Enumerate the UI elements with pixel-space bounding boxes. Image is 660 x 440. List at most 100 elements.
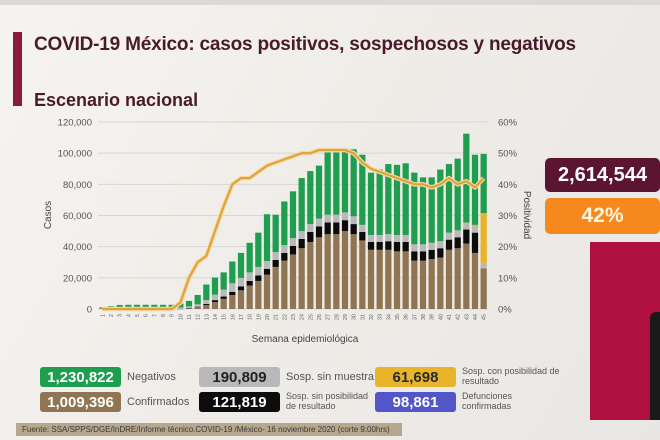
legend-defunciones-label: Defunciones confirmadas xyxy=(462,391,513,411)
bar-segment-sosp-sin-muestra xyxy=(445,232,453,240)
x-tick-label: 26 xyxy=(317,314,323,320)
bar-segment-sosp-sin-muestra xyxy=(454,230,461,238)
bar-segment-confirmados xyxy=(376,249,383,309)
bar-segment-sosp-sin-muestra xyxy=(272,252,279,260)
speaker-silhouette xyxy=(650,312,660,420)
legend-defunciones-value: 98,861 xyxy=(375,392,456,412)
bar-segment-sosp-sin-posibilidad-de-resultado xyxy=(350,224,357,235)
legend-sin-muestra-label: Sosp. sin muestra xyxy=(286,371,375,383)
bar-segment-negativos xyxy=(211,277,219,295)
bar-segment-sosp-sin-muestra xyxy=(411,244,418,252)
bar-segment-sosp-sin-posibilidad-de-resultado xyxy=(307,231,314,242)
bar-segment-confirmados xyxy=(480,268,487,309)
legend-sin-posibilidad-value: 121,819 xyxy=(199,392,280,412)
bar-segment-confirmados xyxy=(211,301,219,309)
bar-segment-sosp-sin-posibilidad-de-resultado xyxy=(367,241,375,250)
x-tick-label: 44 xyxy=(473,314,479,320)
bar-segment-sosp-sin-posibilidad-de-resultado xyxy=(237,286,245,291)
bar-segment-confirmados xyxy=(324,234,331,309)
bar-segment-sosp-sin-posibilidad-de-resultado xyxy=(220,296,227,299)
x-tick-label: 1 xyxy=(100,314,106,317)
x-axis-label: Semana epidemiológica xyxy=(252,334,359,345)
x-tick-label: 42 xyxy=(456,314,462,320)
bar-segment-negativos xyxy=(480,153,487,214)
bar-segment-sosp-sin-posibilidad-de-resultado xyxy=(393,241,401,252)
bar-segment-sosp-sin-muestra xyxy=(393,234,401,242)
bar-segment-sosp-sin-muestra xyxy=(463,222,470,230)
bar-segment-negativos xyxy=(142,304,149,308)
bar-segment-sosp-sin-posibilidad-de-resultado xyxy=(324,222,331,235)
bar-segment-confirmados xyxy=(220,298,227,309)
bar-segment-negativos xyxy=(133,304,141,308)
x-tick-label: 41 xyxy=(447,314,453,320)
x-tick-label: 6 xyxy=(144,314,150,317)
x-tick-label: 36 xyxy=(404,314,410,320)
bar-segment-sosp-sin-posibilidad-de-resultado xyxy=(411,251,418,261)
y-tick-label: 40,000 xyxy=(63,242,92,253)
bar-segment-negativos xyxy=(185,300,193,307)
bar-segment-negativos xyxy=(194,294,201,305)
bar-segment-sosp-sin-muestra xyxy=(211,294,219,301)
bar-segment-confirmados xyxy=(298,248,305,309)
bar-segment-confirmados xyxy=(341,231,349,309)
y-tick-label: 0 xyxy=(87,305,92,316)
bar-segment-negativos xyxy=(168,304,175,308)
bar-segment-negativos xyxy=(203,284,210,301)
bar-segment-confirmados xyxy=(463,243,470,309)
bar-segment-sosp-sin-muestra xyxy=(367,234,375,242)
positivity-line xyxy=(102,147,486,312)
top-border xyxy=(0,0,660,5)
x-tick-label: 10 xyxy=(178,314,184,320)
bar-segment-confirmados xyxy=(246,285,253,309)
page-subtitle: Escenario nacional xyxy=(34,90,199,110)
bar-segment-negativos xyxy=(428,177,435,243)
x-tick-label: 11 xyxy=(187,314,193,320)
bar-segment-sosp-sin-posibilidad-de-resultado xyxy=(428,249,435,260)
x-tick-label: 18 xyxy=(248,314,254,320)
bar-segment-sosp-sin-muestra xyxy=(229,283,236,292)
bar-segment-sosp-sin-muestra xyxy=(428,242,435,250)
bar-segment-negativos xyxy=(255,232,262,267)
x-tick-label: 13 xyxy=(204,314,210,320)
bar-segment-confirmados xyxy=(272,266,279,309)
y-tick-label: 80,000 xyxy=(63,180,92,191)
bar-segment-negativos xyxy=(341,148,349,213)
x-tick-label: 20 xyxy=(265,314,271,320)
bar-segment-confirmados xyxy=(393,251,401,309)
bar-segment-sosp-sin-posibilidad-de-resultado xyxy=(333,222,340,235)
bar-segment-negativos xyxy=(159,304,167,308)
bar-segment-sosp-sin-muestra xyxy=(385,234,392,242)
positivity-line-path xyxy=(102,148,485,311)
bar-segment-negativos xyxy=(289,191,297,239)
bar-segment-negativos xyxy=(419,177,427,245)
bar-segment-sosp-sin-muestra xyxy=(255,266,262,276)
bar-segment-sosp-sin-posibilidad-de-resultado xyxy=(289,245,297,255)
bar-segment-sosp-sin-posibilidad-de-resultado xyxy=(185,308,193,309)
bar-segment-confirmados xyxy=(289,254,297,309)
bar-segment-confirmados xyxy=(315,237,323,309)
x-tick-label: 39 xyxy=(430,314,436,320)
bar-segment-sosp-con-posibilidad-de-resultado xyxy=(480,213,487,264)
x-tick-label: 45 xyxy=(482,314,488,320)
total-tests-kpi: 2,614,544 xyxy=(545,158,660,192)
x-tick-label: 22 xyxy=(282,314,288,320)
bar-segment-sosp-sin-posibilidad-de-resultado xyxy=(229,291,236,295)
bar-segment-confirmados xyxy=(428,259,435,309)
bar-segment-negativos xyxy=(263,214,271,262)
bar-segment-sosp-sin-muestra xyxy=(194,304,201,307)
bar-segment-negativos xyxy=(402,163,409,235)
bar-segment-sosp-sin-muestra xyxy=(402,234,409,242)
x-tick-label: 3 xyxy=(118,314,124,317)
bar-segment-sosp-sin-muestra xyxy=(376,234,383,242)
y2-tick-label: 60% xyxy=(498,118,518,129)
x-tick-label: 25 xyxy=(308,314,314,320)
bar-segment-confirmados xyxy=(177,308,184,310)
bar-segment-negativos xyxy=(324,152,331,215)
x-tick-label: 32 xyxy=(369,314,375,320)
x-tick-label: 40 xyxy=(438,314,444,320)
bar-segment-sosp-sin-muestra xyxy=(341,212,349,221)
bar-segment-sosp-sin-muestra xyxy=(307,224,314,232)
bar-segment-sosp-sin-posibilidad-de-resultado xyxy=(203,304,210,306)
bar-segment-negativos xyxy=(220,272,227,290)
x-tick-label: 19 xyxy=(256,314,262,320)
